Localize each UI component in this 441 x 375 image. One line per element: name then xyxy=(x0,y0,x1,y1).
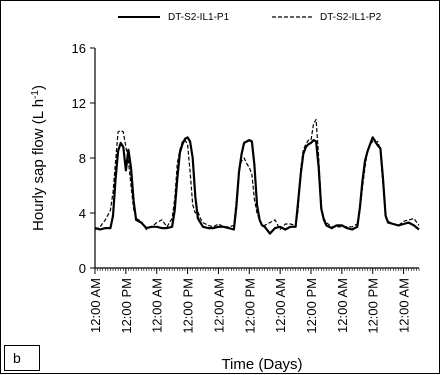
series-layer xyxy=(94,118,420,235)
x-tick-label: 12:00 PM xyxy=(366,278,381,334)
x-tick-label: 12:00 AM xyxy=(88,278,103,333)
legend: DT-S2-IL1-P1 DT-S2-IL1-P2 xyxy=(118,12,382,23)
y-tick-label: 0 xyxy=(79,261,86,276)
x-tick-label: 12:00 AM xyxy=(211,278,226,333)
y-axis-title: Hourly sap flow (L h-1) xyxy=(30,85,48,231)
x-tick-label: 12:00 PM xyxy=(181,278,196,334)
x-tick-label: 12:00 PM xyxy=(304,278,319,334)
y-tick-label: 4 xyxy=(79,206,86,221)
legend-label-p2: DT-S2-IL1-P2 xyxy=(320,12,382,23)
y-tick-label: 16 xyxy=(72,41,86,56)
x-ticks: 12:00 AM 12:00 PM 12:00 AM 12:00 PM 12:00 AM… xyxy=(88,268,420,334)
y-ticks: 0 4 8 12 16 xyxy=(72,41,95,276)
series-line-1 xyxy=(94,136,420,235)
x-tick-label: 12:00 AM xyxy=(150,278,165,333)
x-axis-title: Time (Days) xyxy=(221,356,302,373)
x-tick-label: 12:00 AM xyxy=(335,278,350,333)
x-tick-label: 12:00 PM xyxy=(242,278,257,334)
y-tick-label: 8 xyxy=(79,151,86,166)
legend-label-p1: DT-S2-IL1-P1 xyxy=(168,12,230,23)
panel-label: b xyxy=(4,345,40,371)
x-tick-label: 12:00 AM xyxy=(397,278,412,333)
y-tick-label: 12 xyxy=(72,96,86,111)
x-tick-label: 12:00 AM xyxy=(273,278,288,333)
series-line-2 xyxy=(94,118,420,231)
x-tick-label: 12:00 PM xyxy=(119,278,134,334)
